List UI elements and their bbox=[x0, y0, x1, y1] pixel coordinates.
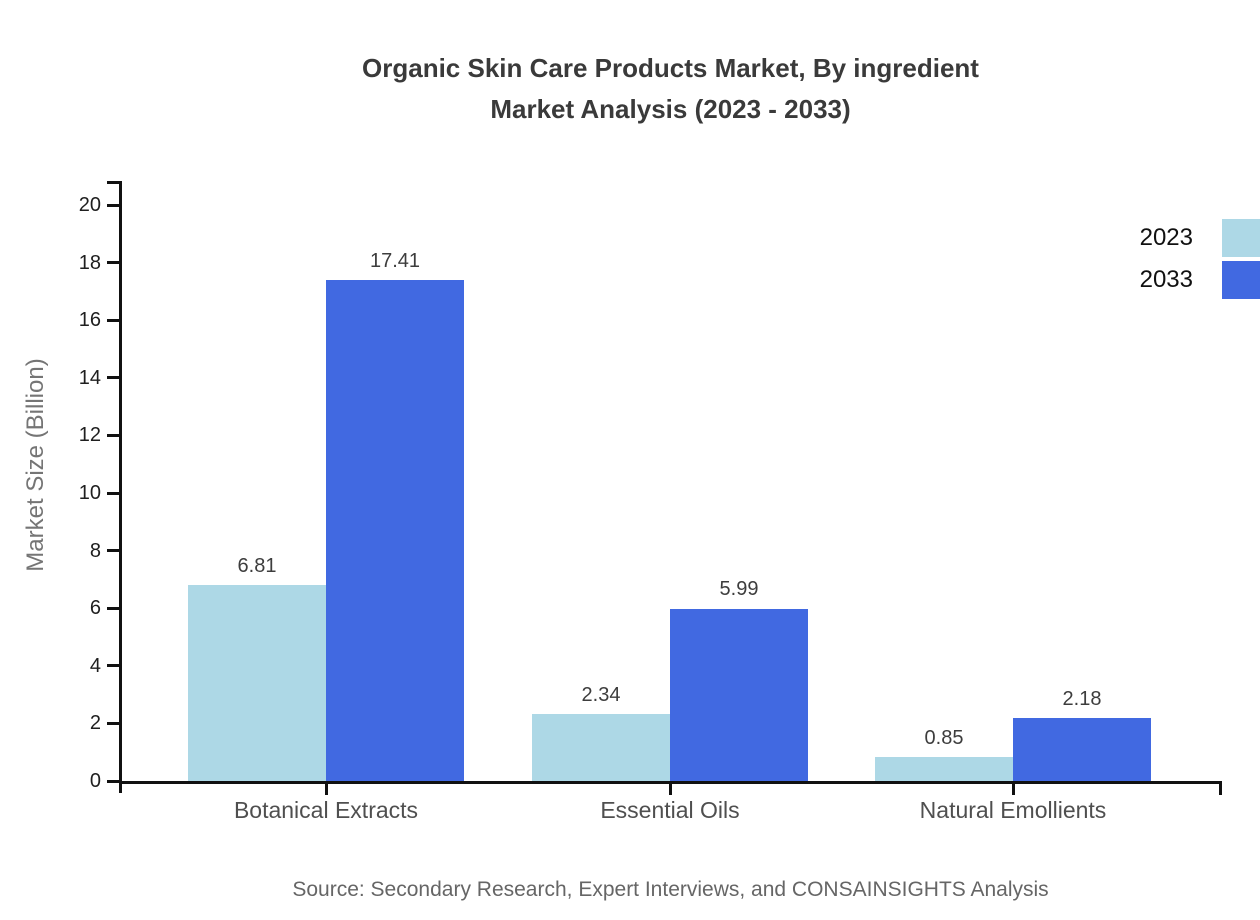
y-tick-8 bbox=[107, 549, 119, 553]
y-axis-end-cap bbox=[107, 181, 119, 184]
y-tick-label-2: 2 bbox=[89, 712, 101, 735]
value-label-2033-natural-emollients: 2.18 bbox=[1062, 688, 1102, 711]
x-axis-end-tick bbox=[1219, 781, 1222, 795]
value-label-2023-essential-oils: 2.34 bbox=[581, 683, 621, 706]
y-tick-label-8: 8 bbox=[89, 539, 101, 562]
y-tick-12 bbox=[107, 433, 119, 437]
bar-2033-natural-emollients bbox=[1013, 718, 1151, 781]
bar-2023-botanical-extracts bbox=[188, 584, 326, 781]
y-tick-label-0: 0 bbox=[89, 770, 101, 792]
y-tick-label-20: 20 bbox=[78, 194, 101, 216]
y-tick-4 bbox=[107, 664, 119, 668]
legend-swatch-2033 bbox=[1222, 261, 1260, 299]
chart-title-line2: Market Analysis (2023 - 2033) bbox=[490, 94, 851, 124]
legend-label-2023: 2023 bbox=[1139, 224, 1193, 251]
y-tick-20 bbox=[107, 203, 119, 207]
y-tick-label-12: 12 bbox=[78, 424, 101, 447]
y-tick-label-10: 10 bbox=[78, 482, 101, 504]
y-tick-label-6: 6 bbox=[89, 597, 101, 620]
y-tick-2 bbox=[107, 721, 119, 725]
x-tick-botanical-extracts bbox=[324, 781, 328, 795]
value-label-2033-essential-oils: 5.99 bbox=[719, 578, 759, 601]
y-tick-10 bbox=[107, 491, 119, 495]
y-tick-label-16: 16 bbox=[78, 309, 101, 332]
y-tick-label-18: 18 bbox=[78, 251, 101, 274]
value-label-2023-natural-emollients: 0.85 bbox=[924, 726, 964, 749]
legend-swatch-2023 bbox=[1222, 219, 1260, 257]
y-tick-6 bbox=[107, 606, 119, 610]
value-label-2033-botanical-extracts: 17.41 bbox=[369, 249, 421, 272]
y-tick-label-14: 14 bbox=[78, 366, 101, 389]
y-tick-18 bbox=[107, 261, 119, 265]
legend: 2023 2033 bbox=[1140, 219, 1260, 303]
plot-area: 0 2 4 6 8 10 12 14 16 18 20 Botanical Extracts 6.81 1… bbox=[79, 181, 1222, 823]
bar-2033-botanical-extracts bbox=[326, 279, 464, 781]
x-axis-label-essential-oils: Essential Oils bbox=[600, 797, 740, 823]
y-tick-16 bbox=[107, 318, 119, 322]
bar-2033-essential-oils bbox=[670, 608, 808, 781]
x-axis-label-natural-emollients: Natural Emollients bbox=[919, 797, 1107, 823]
legend-item-2033: 2033 bbox=[1140, 261, 1260, 299]
bar-2023-essential-oils bbox=[532, 713, 670, 781]
y-tick-14 bbox=[107, 376, 119, 380]
y-axis-title: Market Size (Billion) bbox=[22, 358, 49, 572]
value-label-2023-botanical-extracts: 6.81 bbox=[237, 554, 277, 577]
legend-item-2023: 2023 bbox=[1140, 219, 1260, 257]
chart-title-line1: Organic Skin Care Products Market, By in… bbox=[362, 53, 979, 83]
legend-label-2033: 2033 bbox=[1139, 266, 1193, 293]
source-note: Source: Secondary Research, Expert Inter… bbox=[292, 878, 1049, 901]
y-tick-label-4: 4 bbox=[89, 654, 101, 677]
x-tick-natural-emollients bbox=[1011, 781, 1015, 795]
y-tick-0 bbox=[107, 779, 119, 783]
y-axis-line bbox=[119, 181, 122, 793]
x-axis-label-botanical-extracts: Botanical Extracts bbox=[233, 797, 419, 823]
bar-2023-natural-emollients bbox=[875, 756, 1013, 781]
x-tick-essential-oils bbox=[668, 781, 672, 795]
chart-title: Organic Skin Care Products Market, By in… bbox=[119, 48, 1222, 130]
